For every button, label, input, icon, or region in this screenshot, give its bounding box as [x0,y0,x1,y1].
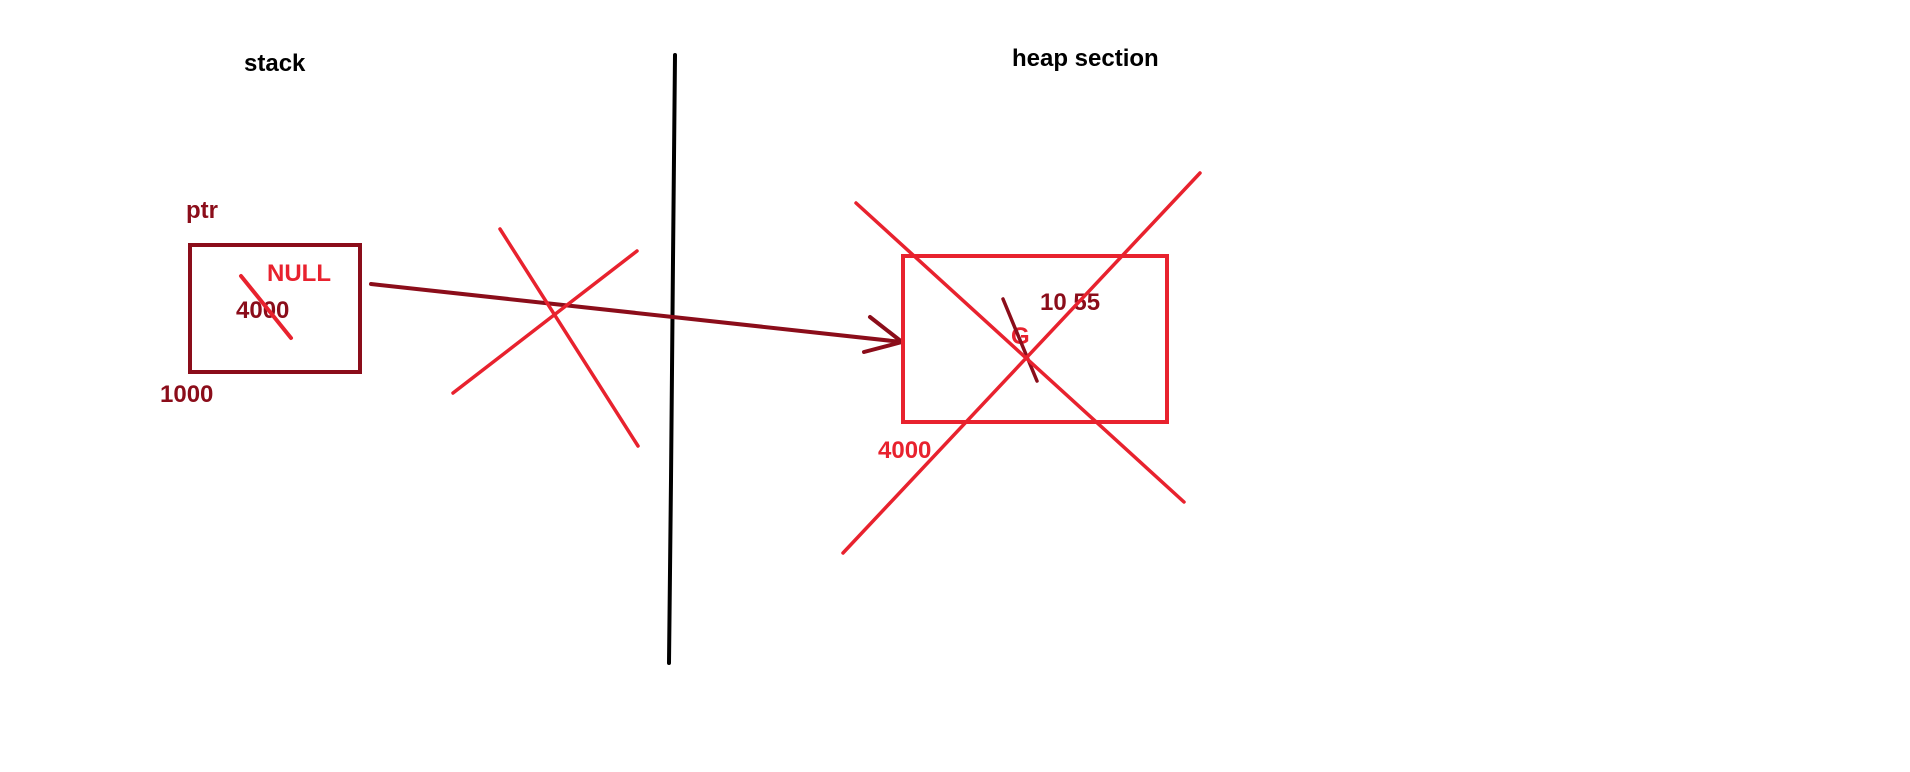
pointer-arrow-shaft [369,282,904,344]
arrow-cross-line-2 [451,249,639,395]
pointer-arrow-head [862,315,904,354]
heap-address: 4000 [878,437,931,464]
ptr-address: 1000 [160,381,213,408]
heap-cross-line-1 [854,201,1186,504]
ptr-label: ptr [186,197,218,224]
stack-title: stack [244,50,306,77]
heap-object-box [901,254,1169,424]
heap-cross-line-2 [841,171,1202,555]
ptr-old-value-strike [239,274,293,340]
ptr-new-value: NULL [267,260,331,287]
stack-heap-divider [667,53,677,665]
arrow-cross-line-1 [498,227,640,448]
ptr-box [188,243,362,374]
heap-section-title: heap section [1012,45,1159,72]
heap-char-strike [1001,297,1039,383]
